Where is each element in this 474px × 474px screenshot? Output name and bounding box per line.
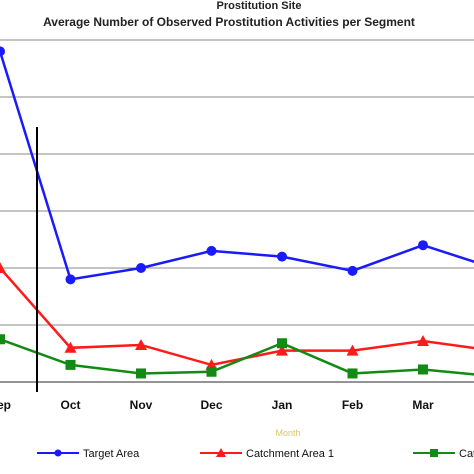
x-tick-label: Dec [200,398,222,412]
series-line-1 [0,51,474,281]
data-point [0,262,6,273]
x-tick-labels: SepOctNovDecJanFebMarApr [0,398,434,412]
data-point [418,240,428,251]
data-point [277,338,287,349]
data-point [418,364,428,375]
series-line-3 [0,338,474,376]
data-point [0,46,5,57]
legend-marker [54,449,62,457]
x-tick-label: Feb [342,398,363,412]
legend-label: Catchment Area 2 [459,448,474,460]
x-tick-label: Nov [130,398,153,412]
data-point [136,368,146,379]
data-point [277,251,287,262]
x-tick-label: Jan [272,398,293,412]
chart-title: Prostitution Site [216,0,302,12]
legend-marker [430,449,438,457]
x-tick-label: Mar [412,398,434,412]
data-point [347,368,358,379]
x-tick-label: Sep [0,398,11,412]
data-point [347,265,358,276]
data-point [206,245,217,256]
legend-label: Target Area [83,448,140,460]
data-point [417,334,429,346]
data-point [136,263,146,273]
data-point [206,366,217,377]
data-point [346,344,359,356]
chart-subtitle: Average Number of Observed Prostitution … [43,15,415,29]
data-point [65,359,76,370]
legend-label: Catchment Area 1 [246,448,334,460]
data-point [64,341,77,353]
data-point [276,344,288,356]
grid-lines [0,39,474,326]
legend-marker [216,448,226,457]
data-point [65,274,76,285]
data-point [135,338,147,350]
data-point [0,334,5,345]
series-group [0,46,474,379]
x-tick-label: Oct [60,398,80,412]
x-axis-label: Month [275,428,300,438]
legend: Target Area Catchment Area 1 Catchment Are… [37,448,474,460]
